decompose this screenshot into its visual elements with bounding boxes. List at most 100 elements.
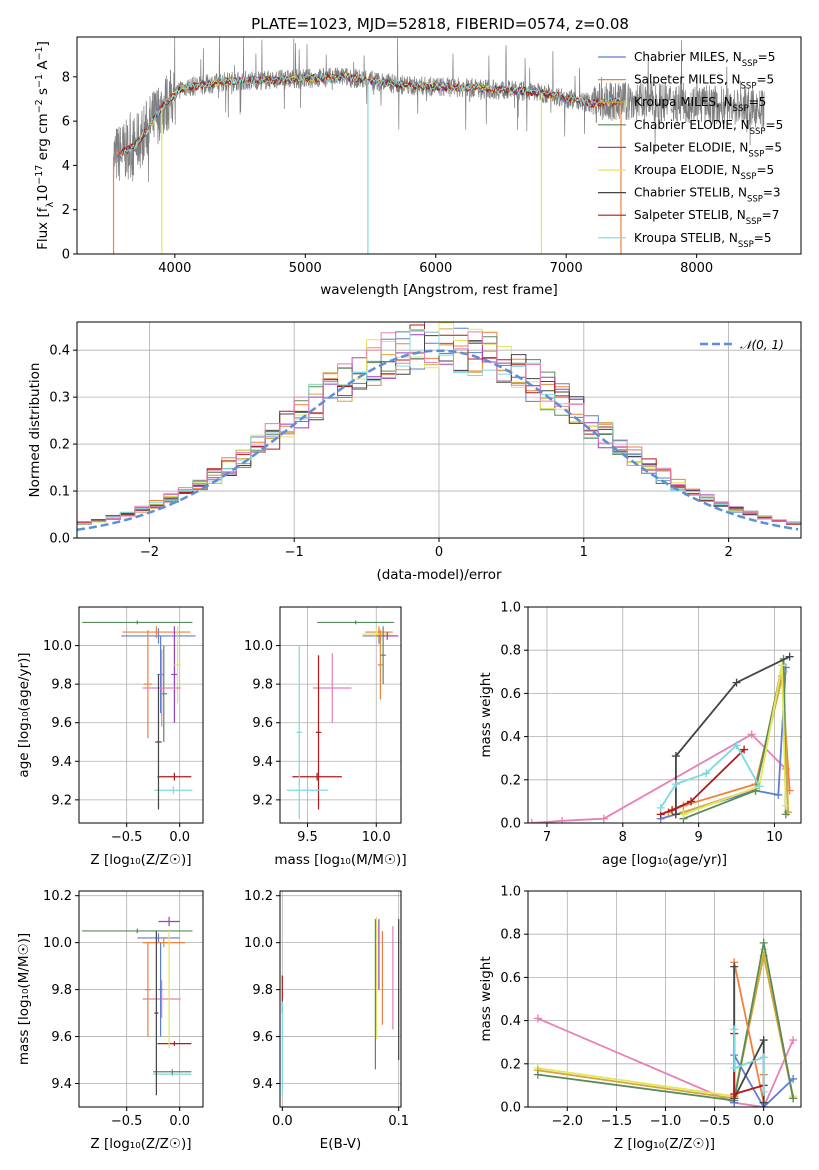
legend-label-suffix: =5 xyxy=(758,50,776,64)
x-tick-label: 0.0 xyxy=(272,1114,293,1129)
legend-label: Salpeter ELODIE, NSSP=5 xyxy=(634,140,782,159)
weight-marker xyxy=(732,741,741,750)
axis-frame xyxy=(279,606,402,824)
gaussian-curve xyxy=(77,349,799,532)
y-tick-label: 0.4 xyxy=(500,1014,521,1029)
weight-marker xyxy=(781,801,790,810)
x-tick-label: 7000 xyxy=(550,261,583,276)
residuals-y-label: Normed distribution xyxy=(27,363,43,498)
x-tick-label: 0.0 xyxy=(169,1114,190,1129)
legend-label-sub: SSP xyxy=(742,59,758,69)
residual-histogram xyxy=(77,331,801,524)
errorbar-point xyxy=(143,630,153,739)
grid xyxy=(528,891,801,1107)
y-tick-label: 0.4 xyxy=(49,344,70,359)
axis-frame xyxy=(76,36,802,255)
age_vs_mass-x-label: mass [log₁₀(M/M☉)] xyxy=(274,852,406,868)
y-label-part: 10 xyxy=(35,185,51,202)
y-tick-label: 9.6 xyxy=(252,1030,273,1045)
x-tick-label: 10 xyxy=(766,830,783,845)
x-tick-label: 0.0 xyxy=(753,1114,774,1129)
y-tick-label: 10.0 xyxy=(244,639,273,654)
y-label-part: Flux [f xyxy=(35,206,51,250)
y-tick-label: 9.8 xyxy=(51,983,72,998)
x-tick-label: 7 xyxy=(543,830,551,845)
legend-label: Salpeter MILES, NSSP=5 xyxy=(634,73,774,92)
axes-residuals: −2 −1 0 1 2 0.0 0.1 0.2 0.3 0.4 xyxy=(49,321,802,560)
legend-label-suffix: =5 xyxy=(764,140,782,154)
legend-label-main: Salpeter ELODIE, N xyxy=(634,140,748,154)
errorbar-point xyxy=(82,928,193,934)
axes-age_vs_mass: 9.5 10.0 9.2 9.4 9.6 9.8 10.0 xyxy=(244,606,402,845)
errorbar-point xyxy=(142,937,185,948)
y-tick-label: 0.2 xyxy=(49,438,70,453)
spectrum-y-label: Flux [fλ10−17 erg cm−2 s−1 A−1] xyxy=(34,41,56,250)
errorbar-point xyxy=(296,645,302,820)
legend-entry-spectrum: Kroupa STELIB, NSSP=5 xyxy=(598,231,772,250)
y-tick-label: 1.0 xyxy=(500,601,521,616)
y-tick-label: 2 xyxy=(62,203,70,218)
legend-label-main: Kroupa STELIB, N xyxy=(634,231,738,245)
errorbar-point xyxy=(154,930,159,1096)
plot-area-age_vs_mass xyxy=(280,607,401,823)
weight-marker xyxy=(759,1087,768,1096)
weight-series-line xyxy=(537,955,794,1100)
spectrum-x-label: wavelength [Angstrom, rest frame] xyxy=(320,282,558,298)
weight_vs_Z-x-label: Z [log₁₀(Z/Z☉)] xyxy=(614,1136,715,1152)
y-tick-label: 10.2 xyxy=(43,889,72,904)
weight-marker xyxy=(755,782,764,791)
y-tick-label: 10.2 xyxy=(244,889,273,904)
weight-marker xyxy=(533,1014,542,1023)
y-tick-label: 0.3 xyxy=(49,391,70,406)
weight-marker xyxy=(671,810,680,819)
legend-label: Kroupa MILES, NSSP=5 xyxy=(634,95,766,114)
legend-label-suffix: =5 xyxy=(756,163,774,177)
errorbar-point xyxy=(157,772,192,781)
y-tick-label: 9.4 xyxy=(252,755,273,770)
y-tick-label: 9.8 xyxy=(252,678,273,693)
weight-marker xyxy=(778,661,787,670)
legend-label-main: Kroupa ELODIE, N xyxy=(634,163,741,177)
x-tick-label: 4000 xyxy=(158,261,191,276)
x-tick-label: 10.0 xyxy=(362,830,391,845)
y-label-part: −1 xyxy=(34,74,45,88)
y-tick-label: 0.2 xyxy=(500,1057,521,1072)
x-tick-label: 0 xyxy=(435,545,443,560)
axis-frame xyxy=(78,890,204,1108)
y-label-part: −1 xyxy=(34,46,45,60)
legend-label-main: Chabrier STELIB, N xyxy=(634,186,747,200)
errorbar-point xyxy=(292,772,342,781)
legend-entry-spectrum: Chabrier MILES, NSSP=5 xyxy=(598,50,775,69)
y-tick-label: 0.6 xyxy=(500,687,521,702)
y-tick-label: 0.8 xyxy=(500,928,521,943)
legend-label-suffix: =5 xyxy=(756,73,774,87)
legend-label-main: Chabrier ELODIE, N xyxy=(634,118,750,132)
x-tick-label: 9 xyxy=(694,830,702,845)
axes-mass_vs_Z: −0.5 0.0 9.4 9.6 9.8 10.0 10.2 xyxy=(43,889,204,1129)
legend-entry-spectrum: Kroupa MILES, NSSP=5 xyxy=(598,95,766,114)
weight-marker xyxy=(759,1053,768,1062)
spectrum-model-line xyxy=(123,72,621,154)
x-tick-label: 5000 xyxy=(289,261,322,276)
errorbar-point xyxy=(155,674,162,810)
legend-entry-spectrum: Salpeter MILES, NSSP=5 xyxy=(598,73,774,92)
y-tick-label: 9.2 xyxy=(252,793,273,808)
weight-marker xyxy=(747,730,756,739)
errorbar-point xyxy=(286,786,329,795)
weight-marker xyxy=(759,1036,768,1045)
legend-label: Chabrier ELODIE, NSSP=5 xyxy=(634,118,783,137)
weight-marker xyxy=(702,769,711,778)
y-tick-label: 0.1 xyxy=(49,485,70,500)
y-tick-label: 10.0 xyxy=(43,936,72,951)
y-label-part: −2 xyxy=(34,99,45,113)
errorbar-point xyxy=(166,930,172,1049)
errorbar-point xyxy=(82,620,193,625)
weight-marker xyxy=(671,752,680,761)
x-tick-label: −2.0 xyxy=(551,1114,583,1129)
weight-marker xyxy=(781,810,790,819)
errorbar-point xyxy=(174,626,181,704)
legend-label-sub: SSP xyxy=(741,82,757,92)
legend-label-suffix: =5 xyxy=(749,95,767,109)
y-tick-label: 0.4 xyxy=(500,730,521,745)
